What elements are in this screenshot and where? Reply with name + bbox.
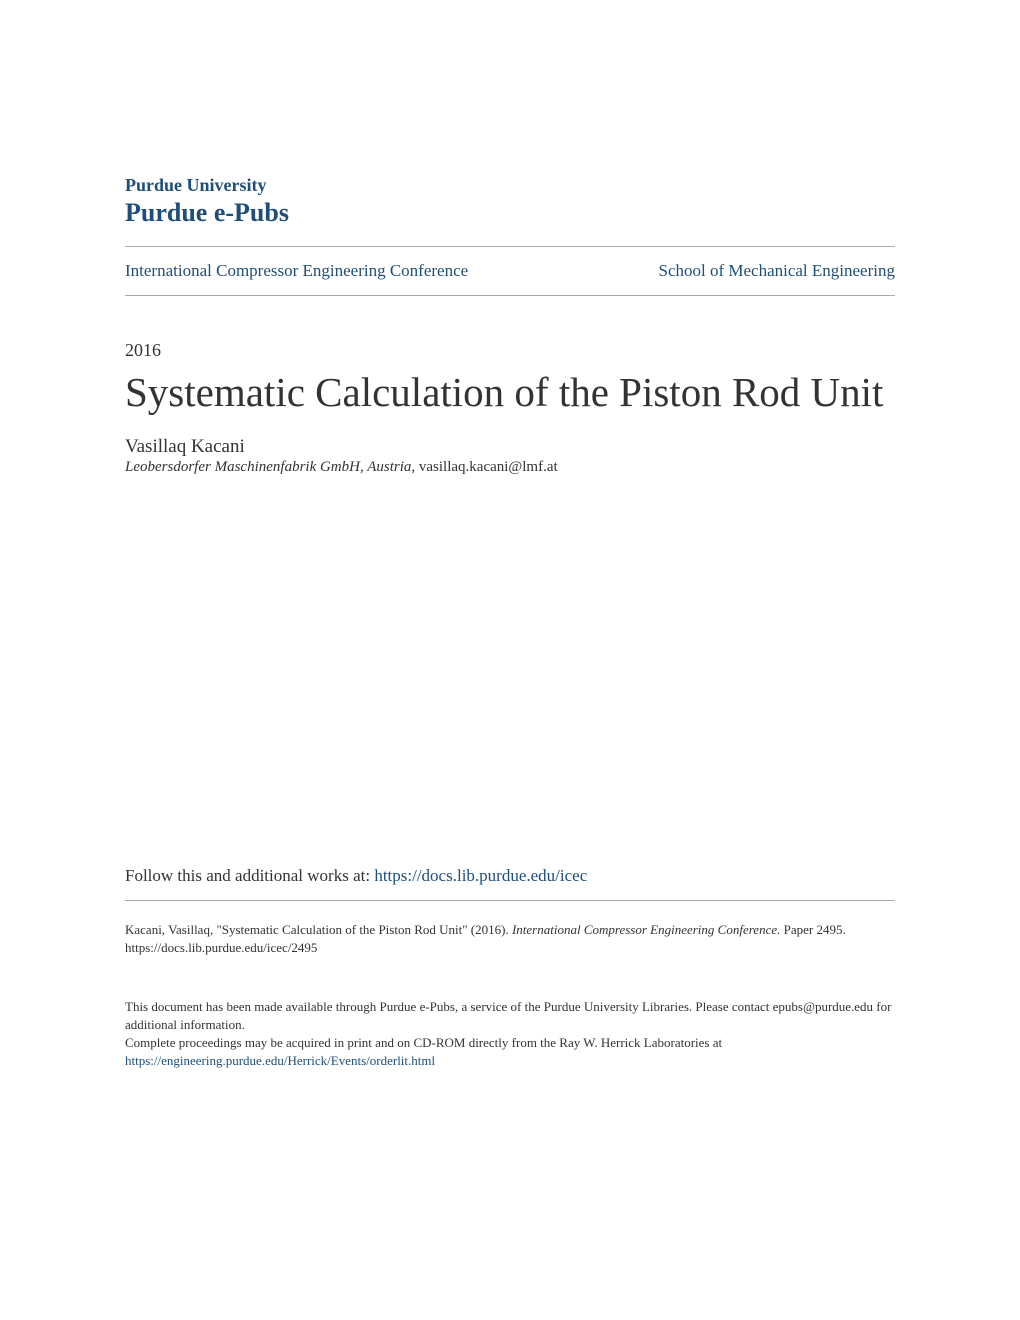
- divider-bottom: [125, 295, 895, 296]
- header-links-row: International Compressor Engineering Con…: [125, 247, 895, 295]
- school-link[interactable]: School of Mechanical Engineering: [658, 261, 895, 281]
- citation-conference: International Compressor Engineering Con…: [512, 922, 780, 937]
- page-container: Purdue University Purdue e-Pubs Internat…: [0, 0, 1020, 1130]
- proceedings-link[interactable]: https://engineering.purdue.edu/Herrick/E…: [125, 1053, 435, 1068]
- conference-link[interactable]: International Compressor Engineering Con…: [125, 261, 468, 281]
- repository-link[interactable]: Purdue e-Pubs: [125, 198, 895, 228]
- citation-suffix: Paper 2495.: [780, 922, 845, 937]
- citation-prefix: Kacani, Vasillaq, "Systematic Calculatio…: [125, 922, 512, 937]
- follow-section: Follow this and additional works at: htt…: [125, 866, 895, 900]
- follow-label: Follow this and additional works at:: [125, 866, 374, 885]
- disclaimer-line1: This document has been made available th…: [125, 998, 895, 1034]
- affiliation-text: Leobersdorfer Maschinenfabrik GmbH, Aust…: [125, 459, 411, 475]
- publication-year: 2016: [125, 340, 895, 361]
- university-name: Purdue University: [125, 175, 895, 196]
- author-name: Vasillaq Kacani: [125, 436, 895, 458]
- citation-url: https://docs.lib.purdue.edu/icec/2495: [125, 940, 317, 955]
- divider-follow: [125, 900, 895, 901]
- header-block: Purdue University Purdue e-Pubs: [125, 175, 895, 228]
- disclaimer-line2: Complete proceedings may be acquired in …: [125, 1034, 895, 1070]
- disclaimer-block: This document has been made available th…: [125, 998, 895, 1071]
- paper-title: Systematic Calculation of the Piston Rod…: [125, 369, 895, 416]
- affiliation-line: Leobersdorfer Maschinenfabrik GmbH, Aust…: [125, 459, 895, 476]
- follow-link[interactable]: https://docs.lib.purdue.edu/icec: [374, 866, 587, 885]
- author-email: , vasillaq.kacani@lmf.at: [411, 459, 557, 475]
- disclaimer-line2-prefix: Complete proceedings may be acquired in …: [125, 1035, 722, 1050]
- citation-block: Kacani, Vasillaq, "Systematic Calculatio…: [125, 921, 895, 957]
